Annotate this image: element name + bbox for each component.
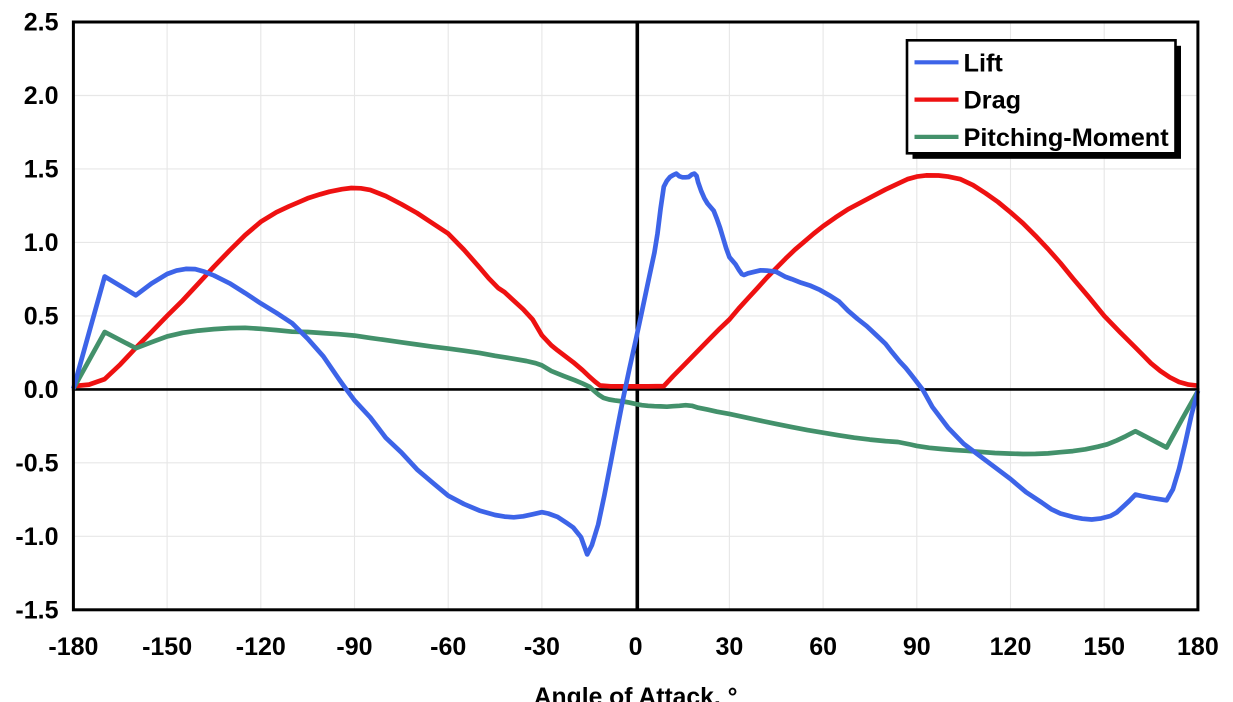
svg-text:60: 60	[809, 633, 837, 661]
svg-text:30: 30	[715, 633, 743, 661]
svg-text:-1.5: -1.5	[15, 596, 58, 624]
svg-text:Angle of Attack, °: Angle of Attack, °	[534, 684, 738, 702]
svg-text:-90: -90	[336, 633, 372, 661]
svg-text:-150: -150	[142, 633, 192, 661]
svg-text:0.5: 0.5	[24, 303, 59, 331]
svg-text:-120: -120	[236, 633, 286, 661]
svg-text:Lift: Lift	[964, 49, 1004, 77]
svg-text:-1.0: -1.0	[15, 523, 58, 551]
svg-text:-180: -180	[48, 633, 98, 661]
svg-text:2.0: 2.0	[24, 82, 59, 110]
svg-text:Drag: Drag	[964, 87, 1022, 115]
svg-text:120: 120	[990, 633, 1032, 661]
svg-text:-0.5: -0.5	[15, 449, 58, 477]
svg-text:180: 180	[1177, 633, 1219, 661]
svg-text:0: 0	[629, 633, 643, 661]
svg-text:Pitching-Moment: Pitching-Moment	[964, 124, 1170, 152]
svg-text:-60: -60	[430, 633, 466, 661]
svg-text:0.0: 0.0	[24, 376, 59, 404]
svg-text:90: 90	[903, 633, 931, 661]
svg-text:-30: -30	[524, 633, 560, 661]
svg-text:1.5: 1.5	[24, 156, 59, 184]
svg-text:2.5: 2.5	[24, 9, 59, 37]
svg-text:150: 150	[1083, 633, 1125, 661]
svg-text:1.0: 1.0	[24, 229, 59, 257]
